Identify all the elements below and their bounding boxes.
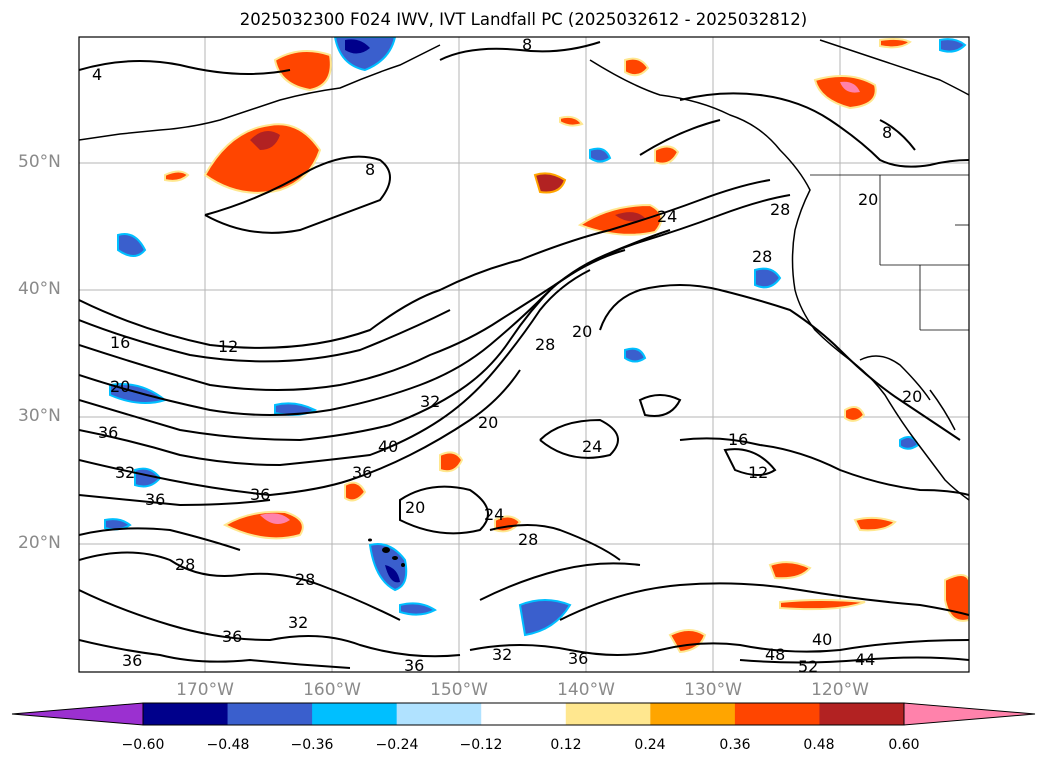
- lat-label: 40°N: [18, 279, 61, 299]
- contour-label: 36: [145, 490, 165, 509]
- graticule: [79, 37, 969, 672]
- colorbar-tick-label: −0.48: [206, 737, 250, 753]
- lat-label: 20°N: [18, 533, 61, 553]
- colorbar-tick-label: −0.24: [375, 737, 419, 753]
- colorbar-tick-label: 0.36: [719, 737, 751, 753]
- map-background: [79, 37, 969, 672]
- contour-label: 12: [218, 337, 238, 356]
- lon-label: 140°W: [557, 680, 615, 700]
- contour-label: 20: [572, 322, 592, 341]
- contour-label: 32: [420, 392, 440, 411]
- contour-label: 52: [798, 657, 818, 676]
- contour-label: 44: [855, 650, 875, 669]
- map-figure: 4 8 8 8 12 12 16 16 20 20 20 20 20 20 24…: [78, 35, 970, 676]
- colorbar-cell: [734, 703, 820, 725]
- colorbar-tick-label: −0.12: [459, 737, 503, 753]
- contour-label: 16: [728, 430, 748, 449]
- colorbar-tick-label: 0.24: [634, 737, 666, 753]
- map-frame: [78, 36, 970, 673]
- contour-label: 28: [770, 200, 790, 219]
- contour-label: 36: [98, 423, 118, 442]
- lat-label: 30°N: [18, 406, 61, 426]
- lon-label: 120°W: [811, 680, 869, 700]
- contour-label: 20: [110, 377, 130, 396]
- contour-labels: 4 8 8 8 12 12 16 16 20 20 20 20 20 20 24…: [92, 35, 922, 676]
- contour-label: 8: [882, 123, 892, 142]
- figure-title: 2025032300 F024 IWV, IVT Landfall PC (20…: [239, 10, 808, 29]
- colorbar-cell: [565, 703, 651, 725]
- contour-label: 20: [405, 498, 425, 517]
- colorbar-cell: [481, 703, 567, 725]
- contour-label: 20: [478, 413, 498, 432]
- colorbar: [11, 702, 1036, 726]
- contour-label: 4: [92, 65, 102, 84]
- colorbar-cell: [143, 703, 229, 725]
- contour-label: 36: [250, 485, 270, 504]
- state-borders: [810, 174, 969, 331]
- contour-label: 12: [748, 463, 768, 482]
- contour-label: 20: [858, 190, 878, 209]
- colorbar-tick-label: −0.60: [121, 737, 165, 753]
- contour-label: 24: [582, 437, 602, 456]
- colorbar-cell: [819, 703, 905, 725]
- contour-label: 48: [765, 645, 785, 664]
- contour-label: 36: [404, 656, 424, 675]
- contour-label: 28: [518, 530, 538, 549]
- negative-anomaly-shading: [104, 37, 967, 637]
- contour-label: 32: [288, 613, 308, 632]
- contour-label: 24: [484, 505, 504, 524]
- colorbar-cell: [12, 703, 143, 725]
- iwv-contours: [79, 41, 969, 669]
- contour-label: 32: [492, 645, 512, 664]
- contour-label: 40: [812, 630, 832, 649]
- colorbar-cell: [227, 703, 313, 725]
- lat-label: 50°N: [18, 152, 61, 172]
- colorbar-tick-label: 0.60: [888, 737, 920, 753]
- contour-label: 40: [378, 437, 398, 456]
- contour-label: 36: [568, 649, 588, 668]
- colorbar-frame: [142, 702, 905, 726]
- islands: [368, 538, 405, 567]
- colorbar-cell: [650, 703, 736, 725]
- positive-anomaly-shading: [164, 37, 969, 654]
- colorbar-cell: [312, 703, 398, 725]
- lon-label: 150°W: [430, 680, 488, 700]
- lon-label: 130°W: [684, 680, 742, 700]
- contour-label: 36: [352, 463, 372, 482]
- contour-label: 28: [535, 335, 555, 354]
- contour-label: 36: [122, 651, 142, 670]
- contour-label: 36: [222, 627, 242, 646]
- lon-label: 160°W: [303, 680, 361, 700]
- contour-label: 8: [365, 160, 375, 179]
- coastlines: [79, 39, 969, 501]
- contour-label: 8: [522, 35, 532, 54]
- colorbar-tick-label: 0.12: [550, 737, 582, 753]
- colorbar-cell: [904, 703, 1035, 725]
- contour-label: 28: [295, 570, 315, 589]
- contour-label: 32: [115, 463, 135, 482]
- contour-label: 28: [752, 247, 772, 266]
- lon-label: 170°W: [176, 680, 234, 700]
- contour-label: 16: [110, 333, 130, 352]
- contour-label: 20: [902, 387, 922, 406]
- colorbar-tick-label: 0.48: [803, 737, 835, 753]
- colorbar-cell: [396, 703, 482, 725]
- contour-label: 24: [657, 207, 677, 226]
- colorbar-tick-label: −0.36: [290, 737, 334, 753]
- contour-label: 28: [175, 555, 195, 574]
